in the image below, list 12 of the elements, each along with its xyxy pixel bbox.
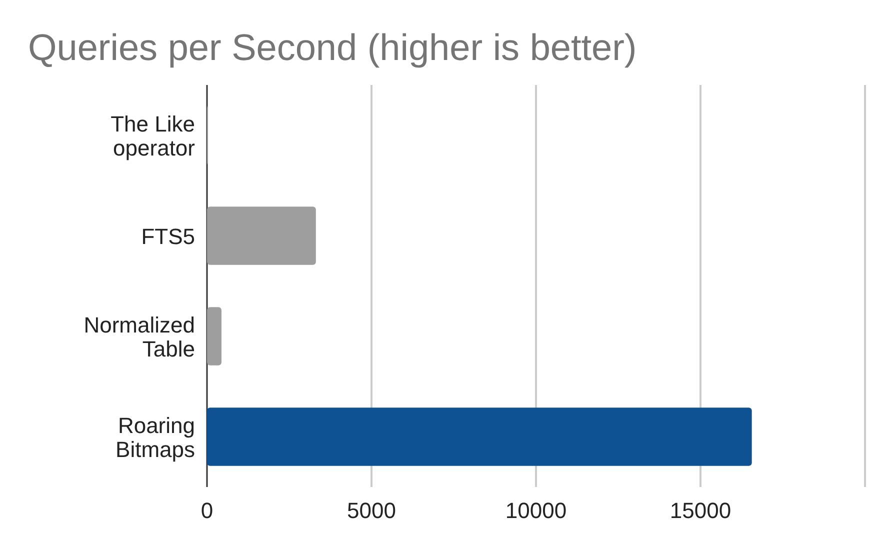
y-tick-label: Normalized Table <box>84 312 195 362</box>
chart-title: Queries per Second (higher is better) <box>28 27 637 68</box>
x-tick-label: 0 <box>200 498 214 523</box>
x-tick-label: 15000 <box>670 498 732 523</box>
bar <box>207 307 222 366</box>
x-tick-label: 10000 <box>505 498 567 523</box>
y-tick-label: Roaring Bitmaps <box>116 412 195 462</box>
y-tick-label: FTS5 <box>141 224 195 249</box>
x-tick-label: 5000 <box>347 498 396 523</box>
bar <box>207 206 316 265</box>
bar <box>207 408 752 466</box>
y-tick-label: The Like operator <box>110 111 195 160</box>
